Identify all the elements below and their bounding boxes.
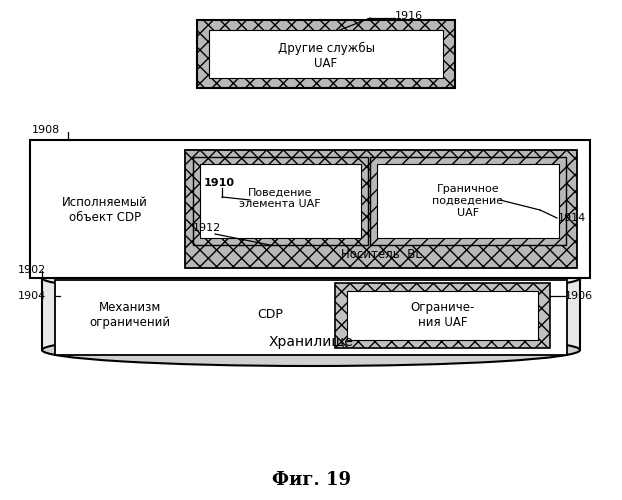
Text: 1904: 1904	[18, 291, 46, 301]
Text: Ограниче-
ния UAF: Ограниче- ния UAF	[411, 301, 475, 329]
Bar	[209, 30, 443, 78]
Bar	[197, 20, 455, 88]
Text: Исполняемый
объект CDP: Исполняемый объект CDP	[62, 196, 148, 224]
Text: 1916: 1916	[395, 11, 423, 21]
Bar	[200, 164, 361, 238]
Bar	[335, 283, 550, 348]
Bar	[193, 157, 368, 245]
Text: 1912: 1912	[193, 223, 221, 233]
Text: Носитель  BL: Носитель BL	[341, 248, 422, 260]
Text: Граничное
подведение
UAF: Граничное подведение UAF	[432, 184, 504, 218]
Text: Другие службы
UAF: Другие службы UAF	[277, 42, 374, 70]
Ellipse shape	[42, 334, 580, 366]
Text: 1906: 1906	[565, 291, 593, 301]
Bar	[30, 140, 590, 278]
Text: CDP: CDP	[257, 308, 283, 322]
Bar	[377, 164, 559, 238]
Text: Фиг. 19: Фиг. 19	[271, 471, 351, 489]
Bar	[55, 280, 567, 355]
Bar	[42, 278, 580, 350]
Ellipse shape	[42, 262, 580, 294]
Text: Хранилище: Хранилище	[269, 335, 353, 349]
Bar	[185, 150, 577, 268]
Text: 1908: 1908	[32, 125, 60, 135]
Bar	[347, 291, 538, 340]
Text: Механизм
ограничений: Механизм ограничений	[90, 301, 170, 329]
Text: 1910: 1910	[204, 178, 235, 188]
Text: 1914: 1914	[558, 213, 587, 223]
Text: Поведение
элемента UAF: Поведение элемента UAF	[239, 187, 321, 209]
Text: 1902: 1902	[18, 265, 46, 275]
Bar	[370, 157, 566, 245]
